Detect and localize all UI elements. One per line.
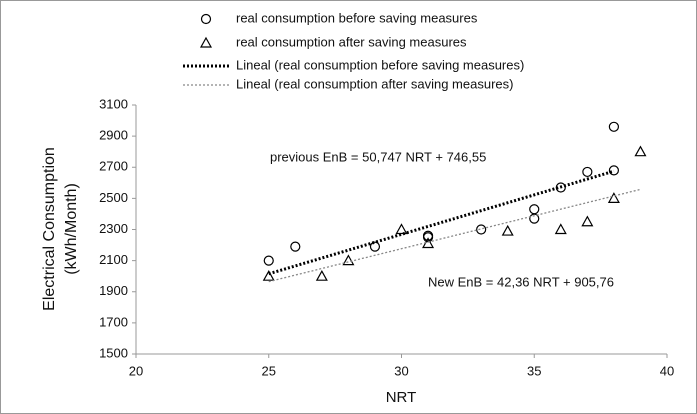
x-tick-label: 40 — [660, 363, 674, 378]
point — [395, 223, 408, 235]
y-axis-title: Electrical Consumption — [41, 147, 58, 311]
point — [315, 269, 328, 281]
trend-line — [268, 169, 615, 276]
x-tick-label: 20 — [129, 363, 143, 378]
point — [582, 166, 593, 178]
y-tick-label: 2500 — [99, 190, 128, 205]
legend-marker — [199, 36, 213, 48]
y-tick-label: 1700 — [99, 314, 128, 329]
point — [634, 145, 647, 157]
annotation: New EnB = 42,36 NRT + 905,76 — [428, 274, 614, 289]
y-tick-label: 2100 — [99, 252, 128, 267]
legend-label: real consumption after saving measures — [236, 34, 467, 49]
point — [607, 192, 620, 203]
point — [608, 121, 620, 132]
point — [262, 269, 275, 281]
point — [290, 241, 301, 252]
y-tick-label: 1500 — [99, 345, 128, 360]
y-tick-label: 2900 — [99, 128, 128, 143]
point — [263, 255, 274, 266]
x-axis-title: NRT — [386, 389, 417, 406]
point — [369, 241, 381, 252]
legend-label: Lineal (real consumption before saving m… — [236, 57, 524, 72]
y-tick-label: 3100 — [99, 96, 128, 111]
point — [476, 224, 487, 235]
annotation: previous EnB = 50,747 NRT + 746,55 — [270, 149, 486, 164]
y-tick-label: 2700 — [99, 159, 128, 174]
point — [342, 254, 355, 266]
point — [608, 165, 620, 176]
point — [529, 213, 540, 224]
y-tick-label: 2300 — [99, 221, 128, 236]
legend-label: Lineal (real consumption after saving me… — [236, 76, 513, 91]
point — [554, 223, 567, 235]
legend-marker — [200, 13, 212, 25]
x-tick-label: 25 — [262, 363, 276, 378]
y-tick-label: 1900 — [99, 283, 128, 298]
x-tick-label: 30 — [394, 363, 408, 378]
point — [501, 224, 514, 236]
point — [581, 215, 594, 227]
x-tick-label: 35 — [527, 363, 541, 378]
y-axis-title: (kWh/Month) — [63, 183, 80, 275]
legend-label: real consumption before saving measures — [236, 10, 478, 25]
